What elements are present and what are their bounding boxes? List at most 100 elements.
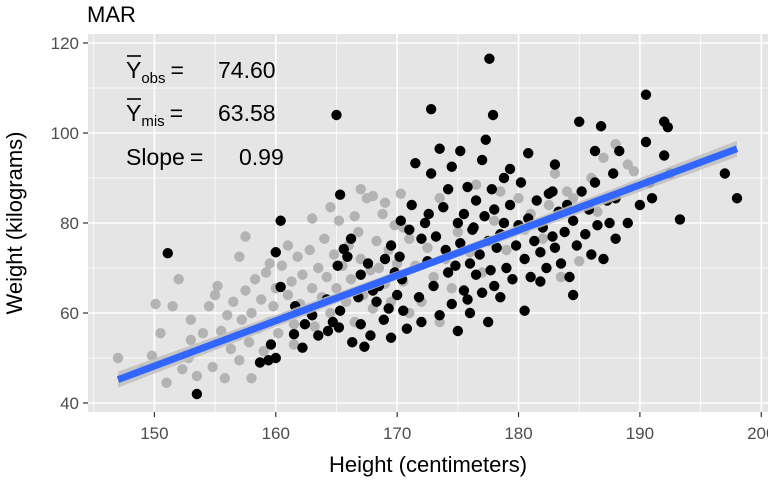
missing-point [306, 283, 318, 294]
missing-point [249, 274, 261, 285]
regression-fit-line [116, 145, 739, 383]
missing-point [353, 226, 364, 238]
observed-point [622, 217, 633, 229]
observed-point [464, 258, 476, 269]
missing-point [501, 244, 512, 256]
annotation-ymis-symbol: Ymis = [126, 100, 183, 130]
observed-point [608, 168, 619, 179]
missing-point [333, 215, 345, 226]
observed-point [468, 222, 479, 233]
missing-point [331, 283, 342, 294]
observed-point [425, 103, 437, 115]
observed-point [634, 199, 646, 211]
y-tick-label: 80 [60, 214, 79, 233]
missing-point [489, 215, 500, 226]
missing-point [112, 352, 124, 364]
missing-point [309, 321, 320, 332]
missing-point [313, 262, 324, 274]
missing-point [622, 159, 633, 170]
observed-point [462, 294, 473, 305]
observed-point [547, 231, 558, 242]
y-axis-title: Weight (kilograms) [2, 132, 27, 315]
y-tick-label: 40 [60, 394, 79, 413]
observed-point [355, 319, 366, 330]
x-tick-label: 150 [140, 424, 168, 443]
observed-point [425, 168, 437, 179]
missing-point [325, 202, 336, 213]
observed-point [658, 150, 670, 161]
missing-point [286, 276, 297, 287]
observed-point [254, 357, 266, 368]
missing-point [543, 199, 555, 211]
observed-point [334, 305, 346, 316]
observed-point [519, 305, 530, 316]
x-tick-label: 160 [262, 424, 290, 443]
observed-point [313, 330, 324, 341]
observed-point [598, 253, 609, 265]
x-tick-label: 200 [747, 424, 768, 443]
missing-point [434, 193, 445, 204]
missing-point [264, 258, 275, 269]
observed-point [519, 253, 530, 265]
x-tick-label: 170 [383, 424, 411, 443]
annotation-slope-label: Slope = [126, 144, 203, 170]
observed-point [428, 280, 439, 292]
observed-point [464, 307, 476, 319]
observed-point [510, 240, 522, 251]
missing-point [288, 319, 300, 330]
observed-point [419, 217, 431, 229]
observed-point [333, 322, 345, 333]
missing-point [240, 285, 251, 296]
observed-point [567, 289, 579, 301]
observed-point [423, 208, 434, 220]
observed-point [525, 271, 536, 283]
observed-point [547, 186, 558, 197]
observed-point [470, 269, 482, 280]
observed-point [378, 314, 390, 325]
x-axis-ticks: 150 160 170 180 190 200 [140, 412, 768, 443]
missing-point [256, 294, 267, 305]
annotation-yobs: Yobs = 74.60 [126, 55, 276, 87]
observed-point [265, 339, 277, 350]
observed-point [476, 154, 488, 166]
observed-point [515, 177, 527, 188]
missing-point [598, 152, 609, 163]
observed-point [355, 269, 366, 280]
missing-point [561, 186, 573, 197]
missing-point [203, 301, 215, 312]
observed-point [347, 337, 358, 348]
missing-point [592, 206, 603, 217]
observed-point [549, 242, 561, 253]
annotation-ymis-value: 63.58 [218, 100, 276, 126]
missing-point [428, 271, 439, 283]
observed-point [640, 136, 652, 148]
missing-point [225, 343, 237, 355]
missing-point [367, 190, 379, 202]
missing-point [306, 213, 318, 224]
observed-point [270, 352, 281, 364]
observed-point [549, 159, 561, 170]
missing-point [260, 267, 272, 278]
observed-point [674, 214, 686, 225]
missing-point [243, 337, 255, 348]
missing-point [150, 298, 161, 310]
observed-point [559, 226, 570, 238]
observed-point [555, 258, 567, 269]
missing-point [282, 240, 294, 251]
missing-point [355, 184, 366, 195]
observed-point [486, 184, 498, 195]
observed-point [535, 276, 546, 287]
observed-point [498, 217, 510, 229]
observed-point [495, 292, 506, 303]
observed-point [288, 328, 300, 340]
observed-point [455, 238, 466, 249]
observed-point [504, 163, 516, 175]
observed-point [394, 251, 405, 262]
missing-point [422, 242, 433, 253]
missing-point [395, 188, 406, 199]
missing-point [234, 251, 245, 262]
observed-point [498, 172, 510, 184]
missing-point [246, 307, 257, 319]
observed-point [523, 148, 534, 159]
